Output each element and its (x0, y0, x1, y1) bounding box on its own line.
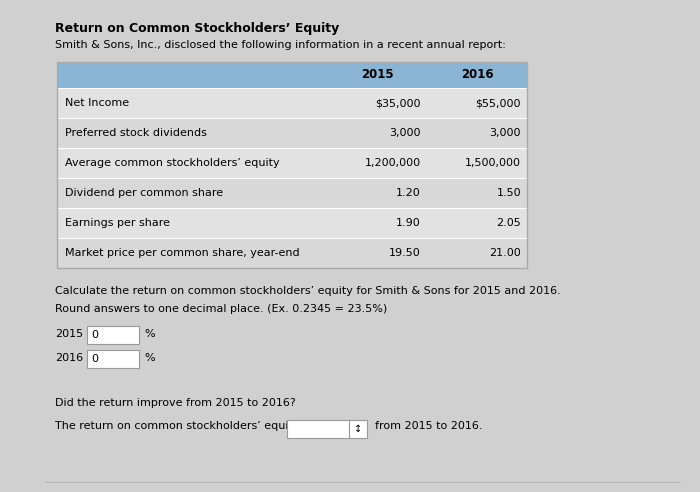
Text: ↕: ↕ (354, 424, 362, 434)
Text: Smith & Sons, Inc., disclosed the following information in a recent annual repor: Smith & Sons, Inc., disclosed the follow… (55, 40, 506, 50)
Text: Did the return improve from 2015 to 2016?: Did the return improve from 2015 to 2016… (55, 398, 295, 408)
Text: 0: 0 (91, 354, 98, 364)
Text: 1.90: 1.90 (396, 218, 421, 228)
Text: 2016: 2016 (461, 68, 494, 82)
Text: Return on Common Stockholders’ Equity: Return on Common Stockholders’ Equity (55, 22, 340, 35)
Text: Average common stockholders’ equity: Average common stockholders’ equity (65, 158, 279, 168)
Text: The return on common stockholders’ equity: The return on common stockholders’ equit… (55, 421, 300, 431)
Text: Calculate the return on common stockholders’ equity for Smith & Sons for 2015 an: Calculate the return on common stockhold… (55, 286, 561, 296)
Text: $55,000: $55,000 (475, 98, 521, 108)
Text: from 2015 to 2016.: from 2015 to 2016. (375, 421, 482, 431)
Bar (87, 350, 139, 368)
Text: Earnings per share: Earnings per share (65, 218, 170, 228)
Text: 0: 0 (91, 330, 98, 340)
Text: Round answers to one decimal place. (Ex. 0.2345 = 23.5%): Round answers to one decimal place. (Ex.… (55, 304, 387, 314)
Bar (57, 62, 527, 268)
Bar (57, 208, 527, 238)
Text: Market price per common share, year-end: Market price per common share, year-end (65, 248, 300, 258)
Bar (87, 326, 139, 344)
Text: 1.20: 1.20 (396, 188, 421, 198)
Text: Preferred stock dividends: Preferred stock dividends (65, 128, 207, 138)
Bar (57, 148, 527, 178)
Text: %: % (144, 329, 155, 339)
Bar (57, 118, 527, 148)
Text: 2016: 2016 (55, 353, 83, 363)
Text: Net Income: Net Income (65, 98, 129, 108)
Bar (57, 238, 527, 268)
Text: 1.50: 1.50 (496, 188, 521, 198)
Bar (57, 88, 527, 118)
Text: 2.05: 2.05 (496, 218, 521, 228)
Text: %: % (144, 353, 155, 363)
Text: 1,500,000: 1,500,000 (465, 158, 521, 168)
Bar (57, 62, 527, 88)
Text: 3,000: 3,000 (489, 128, 521, 138)
Text: 21.00: 21.00 (489, 248, 521, 258)
Text: 1,200,000: 1,200,000 (365, 158, 421, 168)
Text: 2015: 2015 (360, 68, 393, 82)
Text: 3,000: 3,000 (389, 128, 421, 138)
Text: 19.50: 19.50 (389, 248, 421, 258)
Text: 2015: 2015 (55, 329, 83, 339)
Text: $35,000: $35,000 (375, 98, 421, 108)
Bar (57, 178, 527, 208)
Text: Dividend per common share: Dividend per common share (65, 188, 223, 198)
Bar (287, 420, 367, 438)
